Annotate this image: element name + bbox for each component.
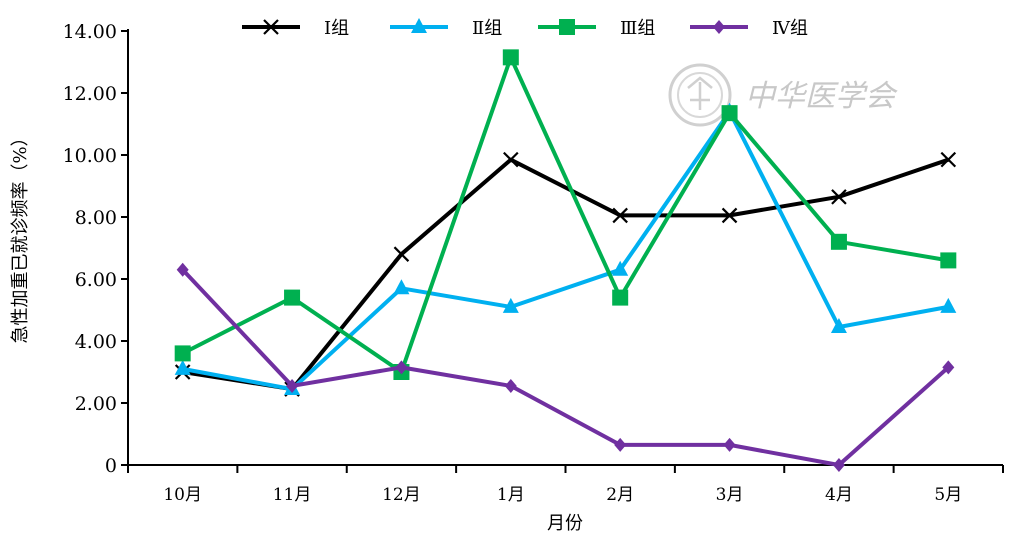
data-point [831, 189, 847, 205]
marker-stroke [940, 151, 957, 168]
data-point [286, 378, 299, 393]
watermark: 中华医学会 [668, 63, 898, 127]
series-3 [174, 49, 957, 380]
series-layer [174, 49, 957, 472]
legend-marker [411, 18, 427, 33]
series-1 [174, 151, 957, 397]
data-point [284, 289, 301, 306]
series-line [182, 109, 949, 392]
marker-stroke [263, 19, 279, 35]
data-point [940, 151, 957, 168]
x-tick-label: 2月 [606, 485, 634, 505]
y-tick-label: 8.00 [75, 207, 117, 229]
marker-stroke [721, 207, 738, 224]
series-line [181, 268, 950, 467]
watermark-seal-icon [668, 63, 732, 127]
watermark-text: 中华医学会 [745, 79, 898, 114]
data-point [612, 260, 629, 276]
legend-marker [559, 19, 575, 35]
series-line [181, 55, 949, 374]
data-point [942, 360, 955, 375]
marker-stroke [612, 207, 628, 224]
legend: Ⅰ组 Ⅱ组 Ⅲ组 Ⅳ组 [242, 18, 808, 39]
legend-item-1: Ⅰ组 [242, 18, 349, 39]
y-tick-label: 0 [105, 455, 117, 477]
data-point [721, 207, 738, 224]
data-point [393, 246, 410, 262]
x-tick-label: 3月 [716, 485, 744, 505]
data-point [502, 49, 519, 66]
legend-item-3: Ⅲ组 [538, 18, 655, 39]
marker-stroke [831, 189, 847, 205]
x-tick-label: 12月 [382, 485, 421, 505]
data-point [832, 458, 845, 472]
y-tick-label: 14.00 [63, 21, 117, 43]
data-point [614, 437, 627, 452]
y-axis-title: 急性加重已就诊频率（%） [10, 128, 31, 343]
x-tick-label: 4月 [825, 485, 853, 505]
legend-label: Ⅰ组 [324, 18, 349, 39]
x-tick-label: 11月 [273, 485, 312, 505]
x-tick-label: 1月 [497, 485, 525, 505]
legend-marker [263, 19, 279, 35]
marker-stroke [503, 151, 519, 168]
data-point [940, 252, 957, 269]
data-point [503, 151, 519, 168]
marker-stroke [393, 246, 410, 262]
data-point [940, 297, 957, 313]
data-point [723, 437, 736, 452]
data-point [504, 378, 517, 393]
x-tick-label: 5月 [934, 485, 962, 505]
legend-label: Ⅲ组 [620, 18, 655, 39]
y-tick-label: 2.00 [75, 393, 117, 415]
y-tick-label: 12.00 [63, 83, 117, 105]
series-4 [176, 262, 955, 472]
y-tick-label: 4.00 [75, 331, 117, 353]
data-point [393, 279, 410, 295]
x-axis-title: 月份 [547, 513, 583, 534]
data-point [174, 345, 191, 362]
x-tick-label: 10月 [163, 485, 202, 505]
legend-label: Ⅱ组 [472, 18, 502, 39]
data-point [395, 360, 408, 375]
legend-label: Ⅳ组 [772, 18, 808, 39]
data-point [502, 297, 519, 313]
data-point [176, 262, 189, 277]
data-point [612, 289, 629, 306]
y-tick-label: 10.00 [63, 145, 117, 167]
data-point [830, 233, 847, 250]
axes: 0 2.00 4.00 6.00 8.00 10.00 12.00 14.00 10月 11月 12… [63, 21, 1004, 505]
data-point [721, 105, 738, 122]
legend-item-4: Ⅳ组 [690, 18, 808, 39]
data-point [830, 318, 847, 334]
data-point [612, 207, 628, 224]
legend-item-2: Ⅱ组 [390, 18, 502, 39]
series-line [182, 157, 949, 392]
legend-marker [713, 20, 725, 34]
y-tick-label: 6.00 [75, 269, 117, 291]
data-point [174, 359, 191, 375]
